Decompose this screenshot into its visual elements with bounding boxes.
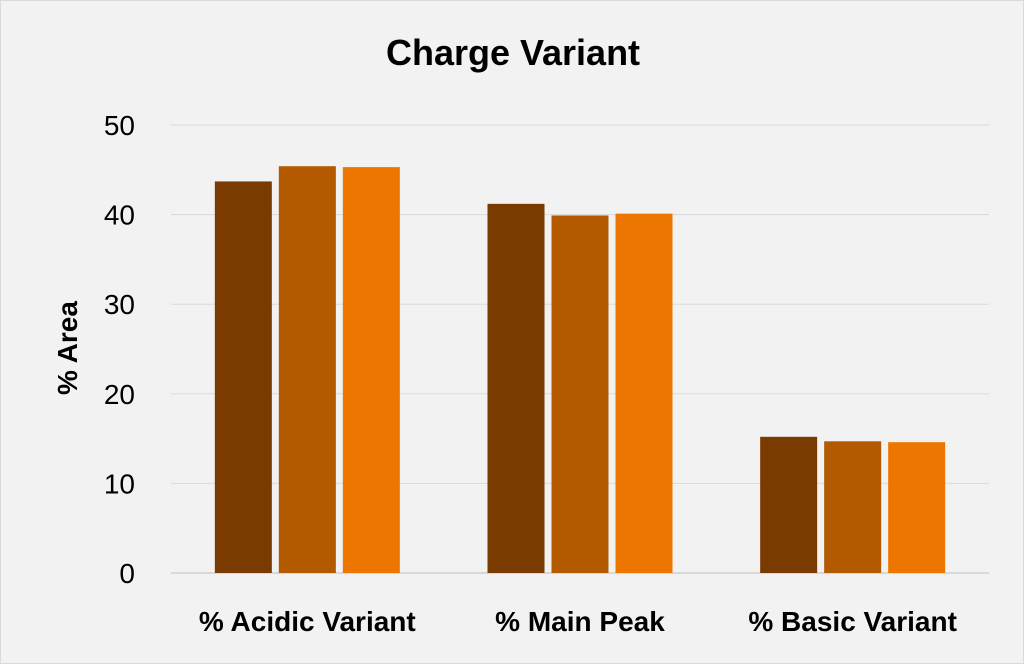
bar bbox=[487, 203, 545, 573]
y-tick-label: 20 bbox=[104, 379, 135, 410]
y-tick-label: 30 bbox=[104, 289, 135, 320]
y-axis-label: % Area bbox=[52, 301, 83, 395]
bar bbox=[760, 436, 818, 573]
y-tick-label: 50 bbox=[104, 110, 135, 141]
bar bbox=[824, 441, 882, 573]
y-tick-label: 40 bbox=[104, 200, 135, 231]
y-tick-labels: 0 10 20 30 40 50 bbox=[104, 110, 135, 589]
bar bbox=[888, 442, 946, 573]
chart-title: Charge Variant bbox=[386, 32, 640, 73]
bar bbox=[278, 166, 336, 573]
bar bbox=[342, 167, 400, 573]
y-tick-label: 0 bbox=[119, 558, 135, 589]
x-tick-label: % Acidic Variant bbox=[199, 606, 416, 637]
y-tick-label: 10 bbox=[104, 468, 135, 499]
x-tick-labels: % Acidic Variant % Main Peak % Basic Varia… bbox=[199, 606, 957, 637]
bar bbox=[615, 213, 673, 574]
bars bbox=[214, 166, 946, 574]
bar bbox=[551, 215, 609, 573]
x-tick-label: % Basic Variant bbox=[748, 606, 957, 637]
x-tick-label: % Main Peak bbox=[495, 606, 665, 637]
bar bbox=[214, 181, 272, 573]
